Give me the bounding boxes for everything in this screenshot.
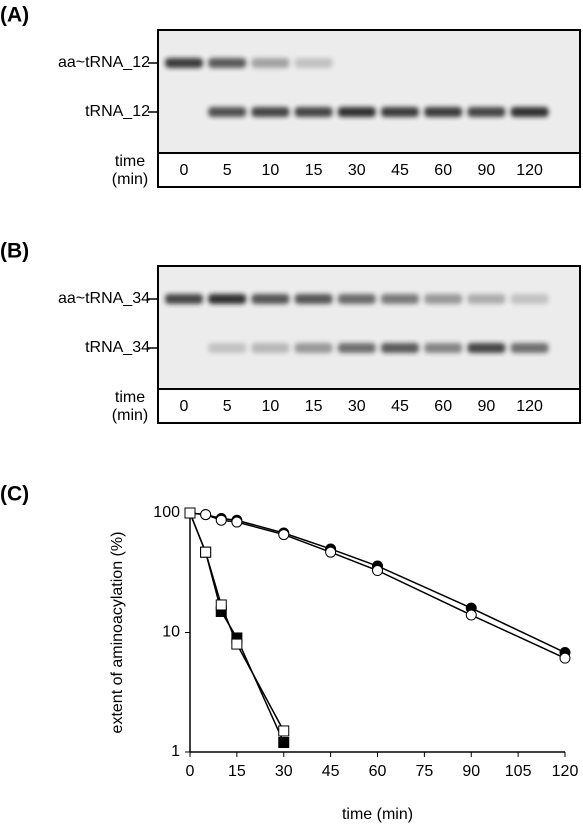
band bbox=[424, 343, 463, 353]
band bbox=[208, 294, 247, 304]
marker bbox=[278, 725, 290, 737]
lane-label: 5 bbox=[223, 398, 232, 415]
marker bbox=[559, 652, 571, 664]
lane-label: 90 bbox=[478, 398, 496, 415]
marker bbox=[372, 565, 383, 577]
band bbox=[165, 58, 203, 68]
band bbox=[424, 294, 463, 304]
band bbox=[337, 107, 376, 117]
row-label: (min) bbox=[112, 407, 148, 424]
lane-label: 0 bbox=[180, 398, 189, 415]
x-tick-label: 75 bbox=[415, 763, 433, 780]
panel-label: (A) bbox=[0, 4, 29, 27]
band bbox=[337, 343, 376, 353]
y-tick-label: 10 bbox=[162, 624, 180, 641]
marker bbox=[200, 546, 212, 558]
band-label: aa~tRNA_34 bbox=[58, 290, 150, 307]
x-axis-label: time (min) bbox=[342, 806, 413, 823]
y-axis-label: extent of aminoacylation (%) bbox=[109, 532, 126, 734]
band bbox=[337, 294, 376, 304]
x-tick-label: 105 bbox=[505, 763, 532, 780]
lane-label: 45 bbox=[391, 162, 409, 179]
lane-label: 0 bbox=[180, 162, 189, 179]
marker bbox=[278, 737, 290, 749]
band-label: tRNA_12 bbox=[85, 103, 150, 120]
y-tick-label: 1 bbox=[171, 743, 180, 760]
band bbox=[510, 343, 549, 353]
lane-label: 30 bbox=[348, 398, 366, 415]
row-label: (min) bbox=[112, 171, 148, 188]
band bbox=[467, 107, 506, 117]
lane-label: 45 bbox=[391, 398, 409, 415]
band bbox=[467, 294, 506, 304]
lane-label: 15 bbox=[305, 162, 323, 179]
lane-row bbox=[157, 152, 581, 188]
panel-label: (C) bbox=[0, 483, 29, 506]
band bbox=[381, 107, 419, 117]
marker bbox=[231, 516, 243, 528]
marker bbox=[215, 599, 227, 611]
marker bbox=[200, 509, 212, 521]
band bbox=[510, 107, 549, 117]
panel-label: (B) bbox=[0, 240, 29, 263]
band bbox=[251, 58, 290, 68]
x-tick-label: 15 bbox=[228, 763, 246, 780]
band bbox=[294, 294, 333, 304]
band bbox=[294, 343, 333, 353]
band bbox=[294, 58, 333, 68]
band bbox=[381, 294, 419, 304]
gel bbox=[157, 29, 581, 154]
x-tick-label: 45 bbox=[322, 763, 340, 780]
band bbox=[208, 343, 247, 353]
band bbox=[294, 107, 333, 117]
gel bbox=[157, 265, 581, 390]
band-label: tRNA_34 bbox=[85, 339, 150, 356]
x-tick-label: 120 bbox=[552, 763, 579, 780]
band bbox=[251, 343, 290, 353]
band bbox=[467, 343, 506, 353]
lane-label: 5 bbox=[223, 162, 232, 179]
series-line bbox=[189, 512, 285, 732]
marker bbox=[184, 507, 196, 519]
lane-label: 120 bbox=[516, 162, 543, 179]
y-tick-label: 100 bbox=[153, 504, 180, 521]
lane-label: 90 bbox=[478, 162, 496, 179]
x-tick-label: 30 bbox=[275, 763, 293, 780]
band bbox=[381, 343, 419, 353]
row-label: time bbox=[115, 153, 145, 170]
lane-label: 60 bbox=[434, 162, 452, 179]
lane-row bbox=[157, 388, 581, 424]
lane-label: 10 bbox=[262, 162, 280, 179]
band bbox=[208, 58, 247, 68]
x-tick-label: 90 bbox=[462, 763, 480, 780]
band bbox=[424, 107, 463, 117]
band-label: aa~tRNA_12 bbox=[58, 54, 150, 71]
lane-label: 60 bbox=[434, 398, 452, 415]
band bbox=[165, 294, 203, 304]
x-tick-label: 0 bbox=[186, 763, 195, 780]
marker bbox=[231, 638, 243, 650]
row-label: time bbox=[115, 389, 145, 406]
lane-label: 15 bbox=[305, 398, 323, 415]
marker bbox=[325, 546, 337, 558]
band bbox=[510, 294, 549, 304]
band bbox=[208, 107, 247, 117]
series-line bbox=[189, 512, 566, 659]
marker bbox=[215, 514, 227, 526]
lane-label: 120 bbox=[516, 398, 543, 415]
marker bbox=[278, 529, 290, 541]
lane-label: 10 bbox=[262, 398, 280, 415]
marker bbox=[465, 609, 477, 621]
band bbox=[251, 107, 290, 117]
x-tick-label: 60 bbox=[369, 763, 387, 780]
lane-label: 30 bbox=[348, 162, 366, 179]
band bbox=[251, 294, 290, 304]
